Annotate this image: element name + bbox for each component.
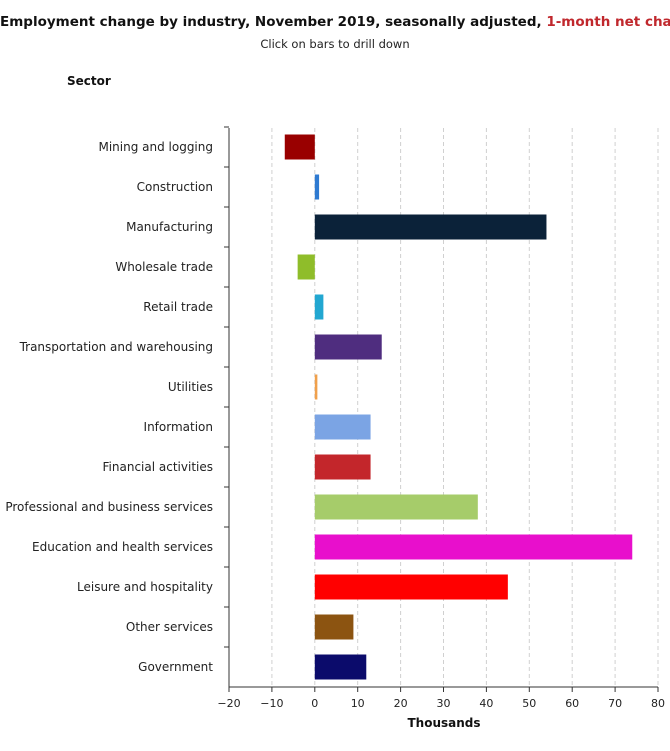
category-label: Mining and logging — [98, 140, 213, 154]
category-label: Wholesale trade — [115, 260, 213, 274]
bar-retail-trade[interactable] — [314, 294, 324, 320]
bar-information[interactable] — [314, 414, 371, 440]
bar-government[interactable] — [314, 654, 367, 680]
x-tick-label: 20 — [394, 697, 408, 710]
bar-professional-and-business-services[interactable] — [314, 494, 478, 520]
category-label: Other services — [126, 620, 213, 634]
label-layer: −20 −10 0 10 20 30 40 50 60 70 80 Mining and loggin… — [5, 140, 665, 710]
chart-title: Employment change by industry, November … — [0, 14, 670, 30]
bar-transportation-and-warehousing[interactable] — [314, 334, 382, 360]
category-label: Transportation and warehousing — [19, 340, 213, 354]
bar-utilities[interactable] — [314, 374, 318, 400]
x-tick-label: −10 — [260, 697, 283, 710]
category-label: Retail trade — [143, 300, 213, 314]
x-tick-label: 70 — [608, 697, 622, 710]
category-label: Construction — [137, 180, 213, 194]
chart-subtitle: Click on bars to drill down — [260, 37, 410, 51]
category-label: Leisure and hospitality — [77, 580, 213, 594]
axis-layer — [224, 126, 659, 692]
bar-wholesale-trade[interactable] — [297, 254, 315, 280]
bar-construction[interactable] — [314, 174, 320, 200]
x-tick-label: 30 — [437, 697, 451, 710]
category-label: Government — [138, 660, 213, 674]
category-label: Financial activities — [103, 460, 213, 474]
x-tick-label: 80 — [651, 697, 665, 710]
bar-other-services[interactable] — [314, 614, 354, 640]
x-tick-label: 40 — [479, 697, 493, 710]
category-label: Information — [144, 420, 213, 434]
bar-leisure-and-hospitality[interactable] — [314, 574, 508, 600]
x-tick-label: −20 — [217, 697, 240, 710]
category-label: Professional and business services — [5, 500, 213, 514]
y-axis-header: Sector — [67, 74, 111, 88]
bar-layer — [284, 134, 633, 680]
category-label: Education and health services — [32, 540, 213, 554]
x-tick-label: 50 — [522, 697, 536, 710]
x-axis-title: Thousands — [407, 716, 480, 730]
bar-financial-activities[interactable] — [314, 454, 371, 480]
x-tick-label: 0 — [311, 697, 318, 710]
category-label: Manufacturing — [126, 220, 213, 234]
chart-title-accent: 1-month net change — [546, 14, 670, 30]
x-tick-label: 10 — [351, 697, 365, 710]
grid-layer — [271, 128, 659, 687]
bar-education-and-health-services[interactable] — [314, 534, 633, 560]
bar-manufacturing[interactable] — [314, 214, 547, 240]
bar-mining-and-logging[interactable] — [284, 134, 315, 160]
category-label: Utilities — [168, 380, 213, 394]
x-tick-label: 60 — [565, 697, 579, 710]
chart-title-main: Employment change by industry, November … — [0, 14, 547, 30]
